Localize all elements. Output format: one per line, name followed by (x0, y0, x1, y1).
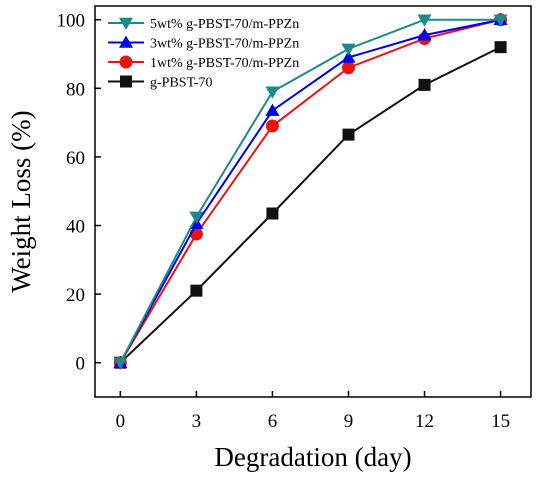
series-line (119, 18, 501, 364)
data-point (341, 43, 356, 56)
series-line (119, 18, 501, 364)
x-tick-label: 12 (415, 411, 434, 432)
data-point (493, 14, 508, 27)
legend-entry: 1wt% g-PBST-70/m-PPZn (108, 55, 299, 71)
data-point (265, 86, 280, 99)
x-tick-label: 3 (192, 411, 202, 432)
data-point (418, 78, 431, 91)
legend-label: 5wt% g-PBST-70/m-PPZn (150, 17, 299, 32)
x-axis-title: Degradation (day) (214, 442, 411, 472)
y-tick-label: 60 (66, 148, 85, 169)
data-point (190, 284, 203, 297)
data-point (417, 14, 432, 27)
legend-marker (120, 75, 132, 88)
y-tick-label: 0 (76, 354, 86, 375)
legend-entry: 3wt% g-PBST-70/m-PPZn (108, 35, 299, 52)
series-layer (113, 12, 508, 370)
legend: 5wt% g-PBST-70/m-PPZn 3wt% g-PBST-70/m-PP… (108, 17, 299, 91)
y-tick-label: 80 (66, 79, 85, 100)
y-tick-label: 100 (57, 11, 86, 32)
plot-frame (94, 5, 532, 398)
series-line (119, 46, 502, 364)
x-tick-label: 9 (344, 411, 354, 432)
x-tick-label: 6 (268, 411, 278, 432)
data-point (341, 61, 355, 75)
data-point (189, 211, 204, 224)
data-point (494, 41, 507, 54)
data-point (417, 28, 432, 41)
legend-marker (119, 17, 133, 30)
y-tick-label: 40 (66, 217, 85, 238)
legend-label: 1wt% g-PBST-70/m-PPZn (150, 56, 299, 71)
legend-marker (119, 35, 133, 48)
data-point (113, 357, 128, 370)
series-3 (114, 41, 507, 369)
data-point (341, 50, 356, 63)
legend-entry: 5wt% g-PBST-70/m-PPZn (108, 17, 299, 32)
plot-area (94, 5, 532, 398)
x-tick-label: 15 (491, 411, 510, 432)
series-line (119, 18, 501, 364)
legend-label: g-PBST-70 (150, 76, 213, 91)
legend-label: 3wt% g-PBST-70/m-PPZn (150, 37, 299, 52)
data-point (265, 103, 280, 116)
data-point (265, 119, 279, 133)
x-tick-label: 0 (116, 411, 126, 432)
series-0 (113, 14, 508, 370)
y-tick-label: 20 (66, 285, 85, 306)
axes: 0 3 6 9 12 15 0 20 40 60 80 100 (57, 11, 511, 432)
legend-entry: g-PBST-70 (108, 75, 213, 91)
data-point (266, 207, 279, 220)
y-axis-title: Weight Loss (%) (6, 110, 36, 292)
legend-marker (119, 55, 133, 69)
data-point (342, 128, 355, 141)
